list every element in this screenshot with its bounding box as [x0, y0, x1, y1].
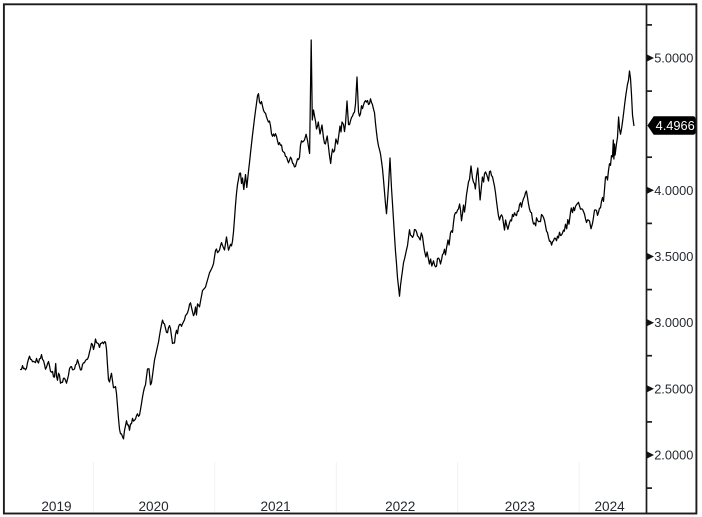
svg-text:2.0000: 2.0000 — [654, 448, 693, 463]
svg-text:3.5000: 3.5000 — [654, 249, 693, 264]
svg-text:2023: 2023 — [505, 499, 535, 514]
svg-text:4.4966: 4.4966 — [656, 118, 695, 133]
svg-text:2021: 2021 — [260, 499, 290, 514]
svg-text:2024: 2024 — [594, 499, 625, 514]
svg-text:3.0000: 3.0000 — [654, 315, 693, 330]
svg-text:2022: 2022 — [385, 499, 415, 514]
svg-text:4.0000: 4.0000 — [654, 183, 693, 198]
svg-text:2020: 2020 — [138, 499, 169, 514]
svg-text:2019: 2019 — [41, 499, 71, 514]
svg-text:5.0000: 5.0000 — [654, 51, 693, 66]
svg-text:2.5000: 2.5000 — [654, 381, 693, 396]
